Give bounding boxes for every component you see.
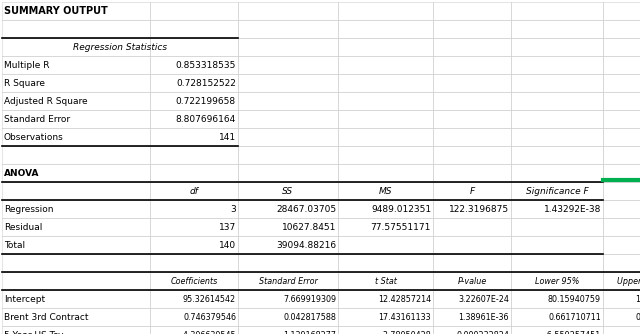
- Text: 0.853318535: 0.853318535: [175, 60, 236, 69]
- Text: Multiple R: Multiple R: [4, 60, 49, 69]
- Text: t Stat: t Stat: [374, 277, 396, 286]
- Text: 140: 140: [219, 240, 236, 249]
- Text: Significance F: Significance F: [525, 186, 588, 195]
- Text: 7.669919309: 7.669919309: [283, 295, 336, 304]
- Text: Standard Error: Standard Error: [259, 277, 317, 286]
- Text: 39094.88216: 39094.88216: [276, 240, 336, 249]
- Text: 1.43292E-38: 1.43292E-38: [543, 204, 601, 213]
- Text: Standard Error: Standard Error: [4, 115, 70, 124]
- Text: 5 Year US Tsy: 5 Year US Tsy: [4, 331, 63, 334]
- Text: P-value: P-value: [458, 277, 486, 286]
- Text: 17.43161133: 17.43161133: [378, 313, 431, 322]
- Text: df: df: [189, 186, 198, 195]
- Text: 8.807696164: 8.807696164: [176, 115, 236, 124]
- Text: Intercept: Intercept: [4, 295, 45, 304]
- Text: 80.15940759: 80.15940759: [548, 295, 601, 304]
- Text: 1.139168277: 1.139168277: [283, 331, 336, 334]
- Text: 10627.8451: 10627.8451: [282, 222, 336, 231]
- Text: 0.042817588: 0.042817588: [283, 313, 336, 322]
- Text: Lower 95%: Lower 95%: [535, 277, 579, 286]
- Text: 77.57551171: 77.57551171: [371, 222, 431, 231]
- Text: 122.3196875: 122.3196875: [449, 204, 509, 213]
- Text: Adjusted R Square: Adjusted R Square: [4, 97, 88, 106]
- Text: Upper 95%: Upper 95%: [617, 277, 640, 286]
- Text: SS: SS: [282, 186, 294, 195]
- Text: 0.661710711: 0.661710711: [548, 313, 601, 322]
- Text: 141: 141: [219, 133, 236, 142]
- Text: 0.000232824: 0.000232824: [456, 331, 509, 334]
- Text: -4.306630545: -4.306630545: [180, 331, 236, 334]
- Text: 12.42857214: 12.42857214: [378, 295, 431, 304]
- Text: Coefficients: Coefficients: [170, 277, 218, 286]
- Text: 3: 3: [230, 204, 236, 213]
- Text: 28467.03705: 28467.03705: [276, 204, 336, 213]
- Text: Total: Total: [4, 240, 25, 249]
- Text: 0.722199658: 0.722199658: [176, 97, 236, 106]
- Text: 110.4929: 110.4929: [635, 295, 640, 304]
- Text: MS: MS: [379, 186, 392, 195]
- Text: Regression Statistics: Regression Statistics: [73, 42, 167, 51]
- Text: Observations: Observations: [4, 133, 64, 142]
- Text: 1.38961E-36: 1.38961E-36: [458, 313, 509, 322]
- Text: 0.831048: 0.831048: [636, 313, 640, 322]
- Text: ANOVA: ANOVA: [4, 168, 40, 177]
- Text: SUMMARY OUTPUT: SUMMARY OUTPUT: [4, 6, 108, 16]
- Text: F: F: [469, 186, 475, 195]
- Text: Regression: Regression: [4, 204, 54, 213]
- Text: R Square: R Square: [4, 78, 45, 88]
- Text: 0.728152522: 0.728152522: [176, 78, 236, 88]
- Text: 137: 137: [219, 222, 236, 231]
- Text: 0.746379546: 0.746379546: [183, 313, 236, 322]
- Text: Brent 3rd Contract: Brent 3rd Contract: [4, 313, 88, 322]
- Text: 3.22607E-24: 3.22607E-24: [458, 295, 509, 304]
- Text: -6.559257451: -6.559257451: [545, 331, 601, 334]
- Text: 95.32614542: 95.32614542: [183, 295, 236, 304]
- Text: Residual: Residual: [4, 222, 42, 231]
- Text: -3.78050428: -3.78050428: [380, 331, 431, 334]
- Text: 9489.012351: 9489.012351: [371, 204, 431, 213]
